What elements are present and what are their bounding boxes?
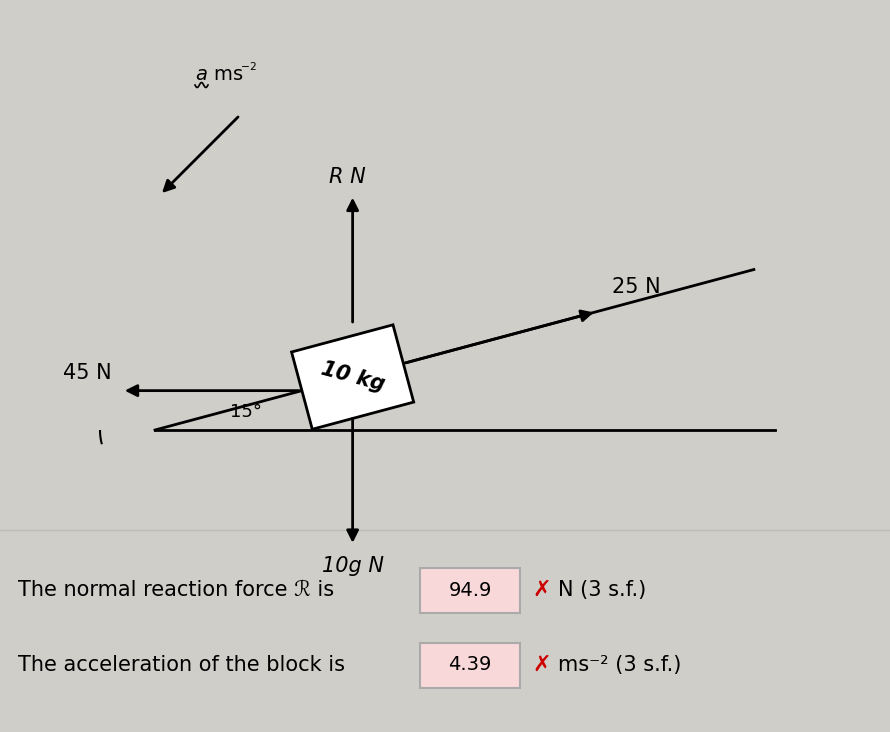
Text: 4.39: 4.39 xyxy=(449,655,491,674)
Text: The normal reaction force ℛ is: The normal reaction force ℛ is xyxy=(18,580,334,600)
Text: R N: R N xyxy=(329,167,366,187)
FancyBboxPatch shape xyxy=(420,643,520,687)
Text: 94.9: 94.9 xyxy=(449,580,491,600)
Text: 25 N: 25 N xyxy=(611,277,660,296)
FancyBboxPatch shape xyxy=(420,567,520,613)
Text: $a$ ms: $a$ ms xyxy=(195,65,243,84)
Text: 45 N: 45 N xyxy=(63,362,112,383)
Text: N (3 s.f.): N (3 s.f.) xyxy=(558,580,646,600)
Polygon shape xyxy=(292,325,414,429)
Text: ✗: ✗ xyxy=(532,655,551,675)
Text: ms⁻² (3 s.f.): ms⁻² (3 s.f.) xyxy=(558,655,682,675)
Text: ✗: ✗ xyxy=(532,580,551,600)
Text: 15°: 15° xyxy=(230,403,262,421)
Text: 10g N: 10g N xyxy=(321,556,384,575)
Text: $^{-2}$: $^{-2}$ xyxy=(240,63,257,78)
Text: 10 kg: 10 kg xyxy=(319,359,386,395)
Text: The acceleration of the block is: The acceleration of the block is xyxy=(18,655,345,675)
